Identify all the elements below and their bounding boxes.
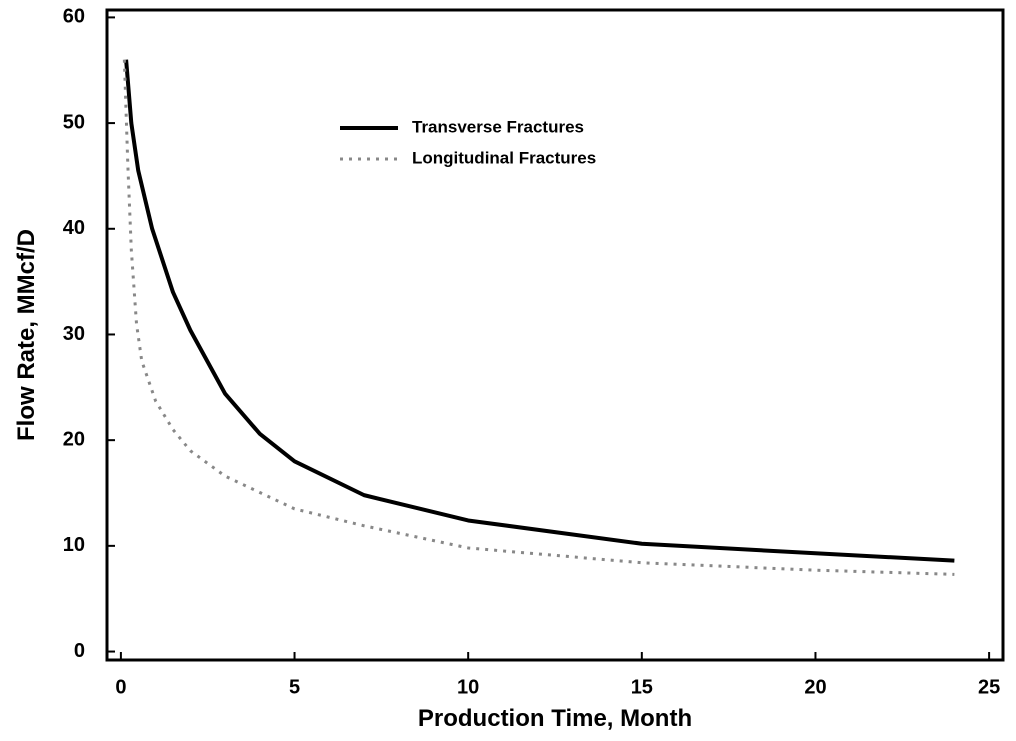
y-tick-label: 20 bbox=[63, 428, 85, 450]
x-tick-label: 10 bbox=[457, 676, 479, 698]
y-tick-label: 10 bbox=[63, 534, 85, 556]
x-tick-label: 25 bbox=[978, 676, 1000, 698]
y-tick-label: 0 bbox=[74, 640, 85, 662]
plot-frame bbox=[105, 8, 1005, 662]
x-tick-label: 20 bbox=[804, 676, 826, 698]
x-axis-title: Production Time, Month bbox=[418, 705, 692, 732]
x-tick-label: 0 bbox=[115, 676, 126, 698]
y-axis-title: Flow Rate, MMcf/D bbox=[13, 229, 40, 441]
legend-label: Longitudinal Fractures bbox=[412, 148, 596, 167]
y-tick-label: 30 bbox=[63, 323, 85, 345]
y-tick-label: 40 bbox=[63, 217, 85, 239]
y-tick-label: 50 bbox=[63, 111, 85, 133]
y-tick-label: 60 bbox=[63, 6, 85, 28]
x-tick-label: 15 bbox=[631, 676, 653, 698]
line-series bbox=[122, 59, 955, 576]
legend-label: Transverse Fractures bbox=[412, 117, 584, 136]
line-series bbox=[124, 59, 955, 563]
x-tick-label: 5 bbox=[289, 676, 300, 698]
